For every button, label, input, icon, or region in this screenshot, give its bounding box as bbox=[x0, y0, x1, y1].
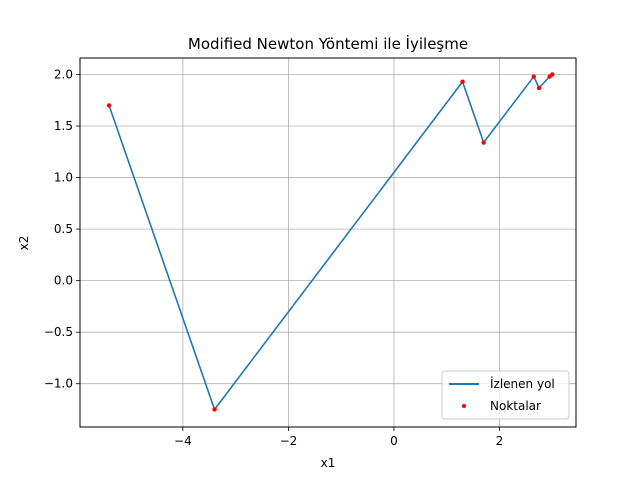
x-axis-label: x1 bbox=[321, 456, 336, 470]
y-tick-label: 0.5 bbox=[54, 222, 73, 236]
grid bbox=[80, 58, 576, 427]
data-point bbox=[212, 407, 217, 412]
series-line-path bbox=[108, 73, 553, 411]
legend-point-swatch bbox=[462, 404, 466, 408]
data-point bbox=[106, 103, 112, 108]
y-tick-label: −0.5 bbox=[44, 325, 73, 339]
chart-title: Modified Newton Yöntemi ile İyileşme bbox=[188, 34, 468, 53]
y-tick-label: 2.0 bbox=[54, 67, 73, 81]
data-point bbox=[481, 140, 486, 145]
legend-entry-path: İzlenen yol bbox=[490, 376, 555, 391]
y-tick-label: 0.0 bbox=[54, 274, 73, 288]
plot-series bbox=[106, 72, 555, 412]
plot-frame bbox=[79, 57, 577, 428]
axes: −4 −2 0 2 −1.0 −0.5 0.0 0.5 1.0 1.5 2.0 bbox=[44, 57, 577, 448]
y-tick-label: −1.0 bbox=[44, 377, 73, 391]
x-tick-label: 0 bbox=[390, 434, 398, 448]
y-tick-label: 1.5 bbox=[54, 119, 73, 133]
y-tick-label: 1.0 bbox=[54, 171, 73, 185]
x-tick-label: −4 bbox=[174, 434, 192, 448]
x-tick-label: −2 bbox=[280, 434, 298, 448]
y-axis-label: x2 bbox=[17, 236, 31, 251]
data-point bbox=[536, 85, 542, 91]
x-tick-label: 2 bbox=[496, 434, 504, 448]
data-point bbox=[550, 72, 555, 77]
legend-entry-points: Noktalar bbox=[490, 399, 541, 413]
data-point bbox=[531, 74, 536, 79]
data-point bbox=[460, 79, 465, 84]
legend: İzlenen yol Noktalar bbox=[441, 370, 570, 420]
